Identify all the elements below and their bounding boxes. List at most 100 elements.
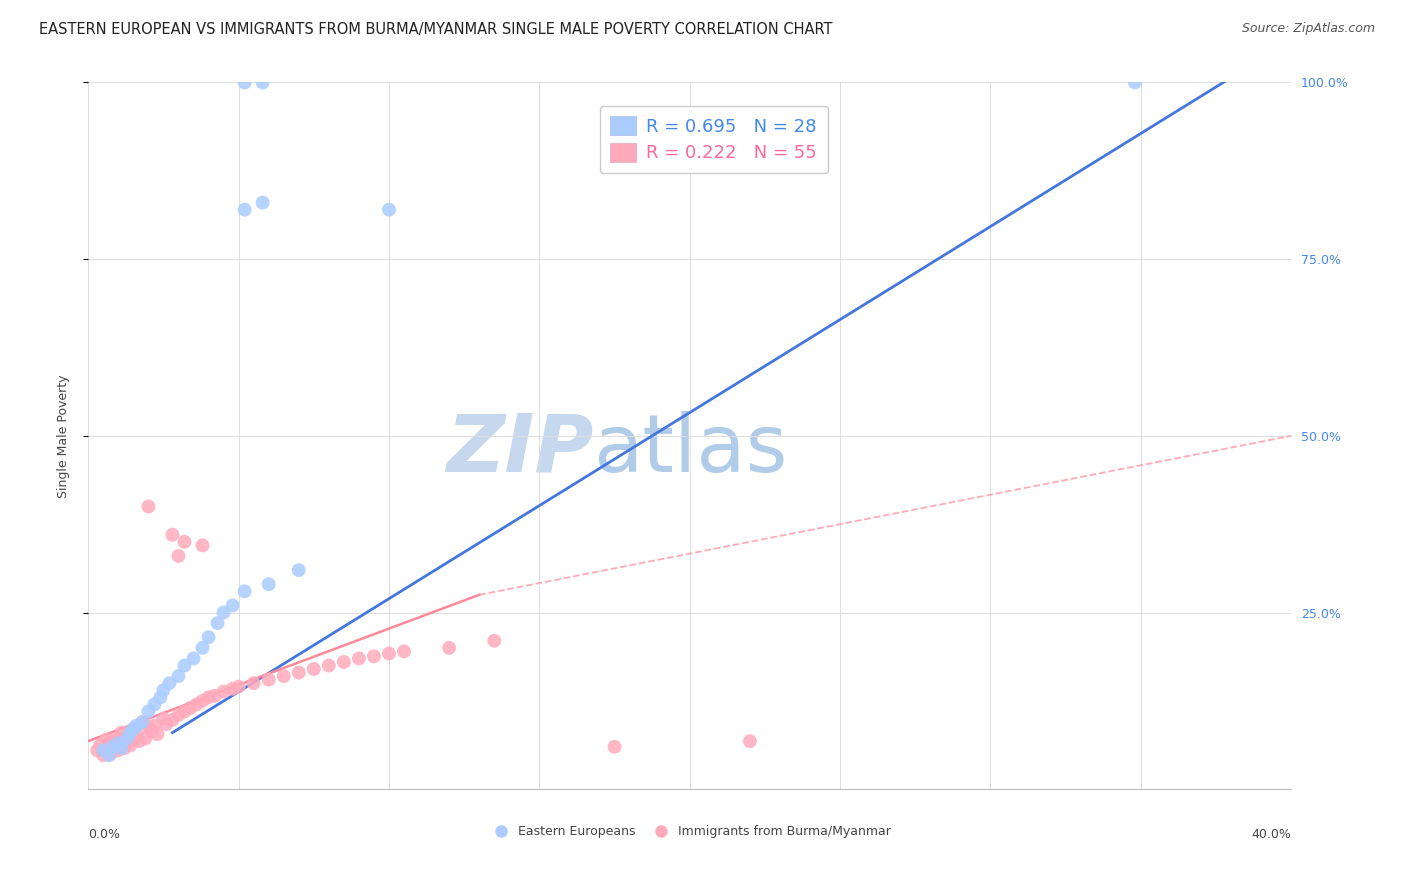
Point [437, 640, 460, 655]
Point [128, 734, 150, 748]
Point [159, 676, 181, 690]
Point [207, 616, 229, 631]
Point [173, 705, 195, 719]
Point [149, 690, 172, 705]
Point [167, 669, 190, 683]
Point [191, 640, 214, 655]
Point [107, 743, 129, 757]
Point [131, 714, 153, 729]
Point [120, 725, 142, 739]
Point [378, 202, 401, 217]
Text: 40.0%: 40.0% [1251, 828, 1291, 841]
Point [122, 722, 145, 736]
Point [484, 633, 506, 648]
Point [86, 743, 108, 757]
Point [1123, 75, 1146, 89]
Point [197, 630, 219, 644]
Point [122, 732, 145, 747]
Point [252, 75, 274, 89]
Point [167, 549, 190, 563]
Point [138, 705, 160, 719]
Point [197, 690, 219, 705]
Point [273, 669, 295, 683]
Point [183, 651, 205, 665]
Point [98, 747, 121, 761]
Point [302, 662, 325, 676]
Point [96, 732, 118, 747]
Point [228, 680, 250, 694]
Text: 0.0%: 0.0% [89, 828, 121, 841]
Point [378, 647, 401, 661]
Point [603, 739, 626, 754]
Point [392, 644, 415, 658]
Point [204, 689, 226, 703]
Point [242, 676, 264, 690]
Point [117, 731, 139, 746]
Point [179, 701, 201, 715]
Point [107, 736, 129, 750]
Point [257, 673, 280, 687]
Point [122, 722, 145, 736]
Point [191, 538, 214, 552]
Point [173, 534, 195, 549]
Point [233, 202, 256, 217]
Point [120, 739, 142, 753]
Point [112, 741, 135, 756]
Point [138, 500, 160, 514]
Point [173, 658, 195, 673]
Point [155, 717, 177, 731]
Point [162, 528, 184, 542]
Point [117, 729, 139, 743]
Point [131, 714, 153, 729]
Text: Source: ZipAtlas.com: Source: ZipAtlas.com [1241, 22, 1375, 36]
Point [143, 718, 166, 732]
Point [134, 731, 156, 746]
Point [363, 649, 385, 664]
Point [110, 741, 132, 756]
Point [110, 725, 132, 739]
Point [141, 724, 163, 739]
Point [257, 577, 280, 591]
Point [143, 698, 166, 712]
Point [112, 736, 135, 750]
Point [101, 734, 124, 748]
Point [91, 743, 114, 757]
Point [152, 712, 174, 726]
Point [96, 741, 118, 756]
Point [125, 727, 148, 741]
Point [138, 720, 160, 734]
Point [252, 195, 274, 210]
Text: EASTERN EUROPEAN VS IMMIGRANTS FROM BURMA/MYANMAR SINGLE MALE POVERTY CORRELATIO: EASTERN EUROPEAN VS IMMIGRANTS FROM BURM… [39, 22, 832, 37]
Point [162, 713, 184, 727]
Point [221, 681, 243, 696]
Point [333, 655, 356, 669]
Point [91, 748, 114, 763]
Legend: Eastern Europeans, Immigrants from Burma/Myanmar: Eastern Europeans, Immigrants from Burma… [484, 820, 896, 843]
Point [89, 739, 111, 753]
Point [212, 684, 235, 698]
Point [125, 718, 148, 732]
Point [738, 734, 761, 748]
Point [233, 584, 256, 599]
Point [212, 606, 235, 620]
Point [107, 731, 129, 746]
Point [98, 748, 121, 763]
Point [152, 683, 174, 698]
Point [287, 665, 309, 680]
Text: atlas: atlas [593, 411, 787, 489]
Y-axis label: Single Male Poverty: Single Male Poverty [58, 374, 70, 498]
Point [101, 746, 124, 760]
Point [287, 563, 309, 577]
Point [318, 658, 340, 673]
Point [347, 651, 370, 665]
Point [167, 708, 190, 723]
Text: ZIP: ZIP [446, 411, 593, 489]
Point [186, 698, 208, 712]
Point [101, 739, 124, 754]
Point [104, 739, 127, 754]
Point [98, 736, 121, 750]
Point [146, 727, 169, 741]
Point [191, 694, 214, 708]
Point [233, 75, 256, 89]
Point [221, 599, 243, 613]
